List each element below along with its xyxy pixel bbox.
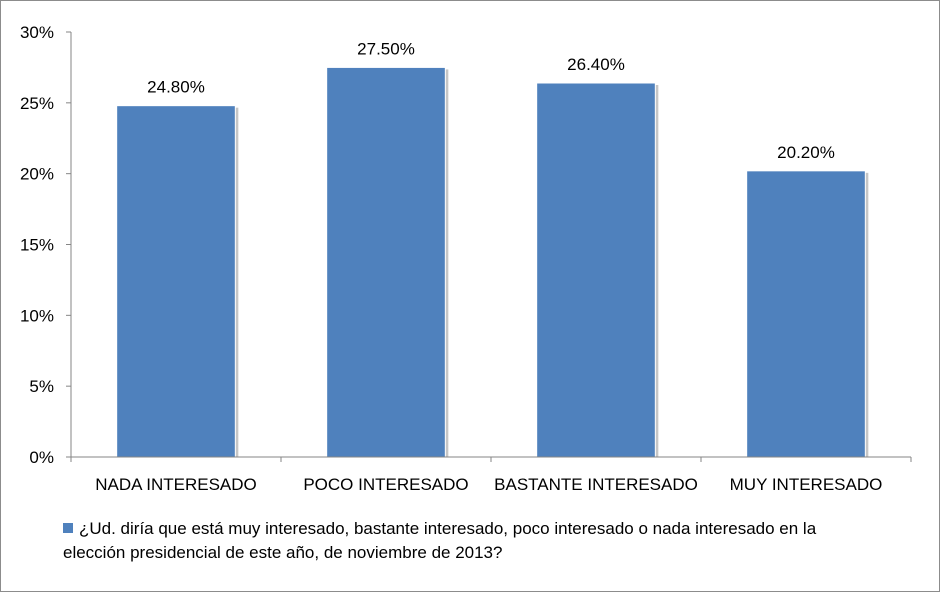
data-label: 20.20%	[777, 143, 835, 162]
y-tick-label: 0%	[29, 448, 54, 467]
y-axis: 0% 5% 10% 15% 20% 25% 30%	[20, 23, 72, 467]
y-tick-label: 15%	[20, 236, 54, 255]
x-tick-label: POCO INTERESADO	[303, 475, 468, 494]
data-label: 27.50%	[357, 39, 415, 58]
data-label: 24.80%	[147, 78, 205, 97]
data-label: 26.40%	[567, 55, 625, 74]
bar	[116, 105, 236, 458]
legend-label: ¿Ud. diría que está muy interesado, bast…	[63, 519, 817, 562]
x-tick-label: NADA INTERESADO	[95, 475, 257, 494]
bar	[746, 170, 866, 458]
bar	[326, 66, 446, 458]
bars: 24.80% 27.50% 26.40% 20.20%	[116, 39, 869, 458]
x-tick-label: BASTANTE INTERESADO	[494, 475, 698, 494]
bar	[536, 82, 656, 458]
y-tick-label: 5%	[29, 377, 54, 396]
x-tick-label: MUY INTERESADO	[730, 475, 883, 494]
x-axis: NADA INTERESADO POCO INTERESADO BASTANTE I…	[70, 456, 912, 494]
y-tick-label: 25%	[20, 94, 54, 113]
legend-swatch	[63, 523, 73, 533]
y-tick-label: 20%	[20, 165, 54, 184]
y-tick-label: 30%	[20, 23, 54, 42]
y-tick-label: 10%	[20, 306, 54, 325]
legend: ¿Ud. diría que está muy interesado, bast…	[63, 517, 883, 565]
